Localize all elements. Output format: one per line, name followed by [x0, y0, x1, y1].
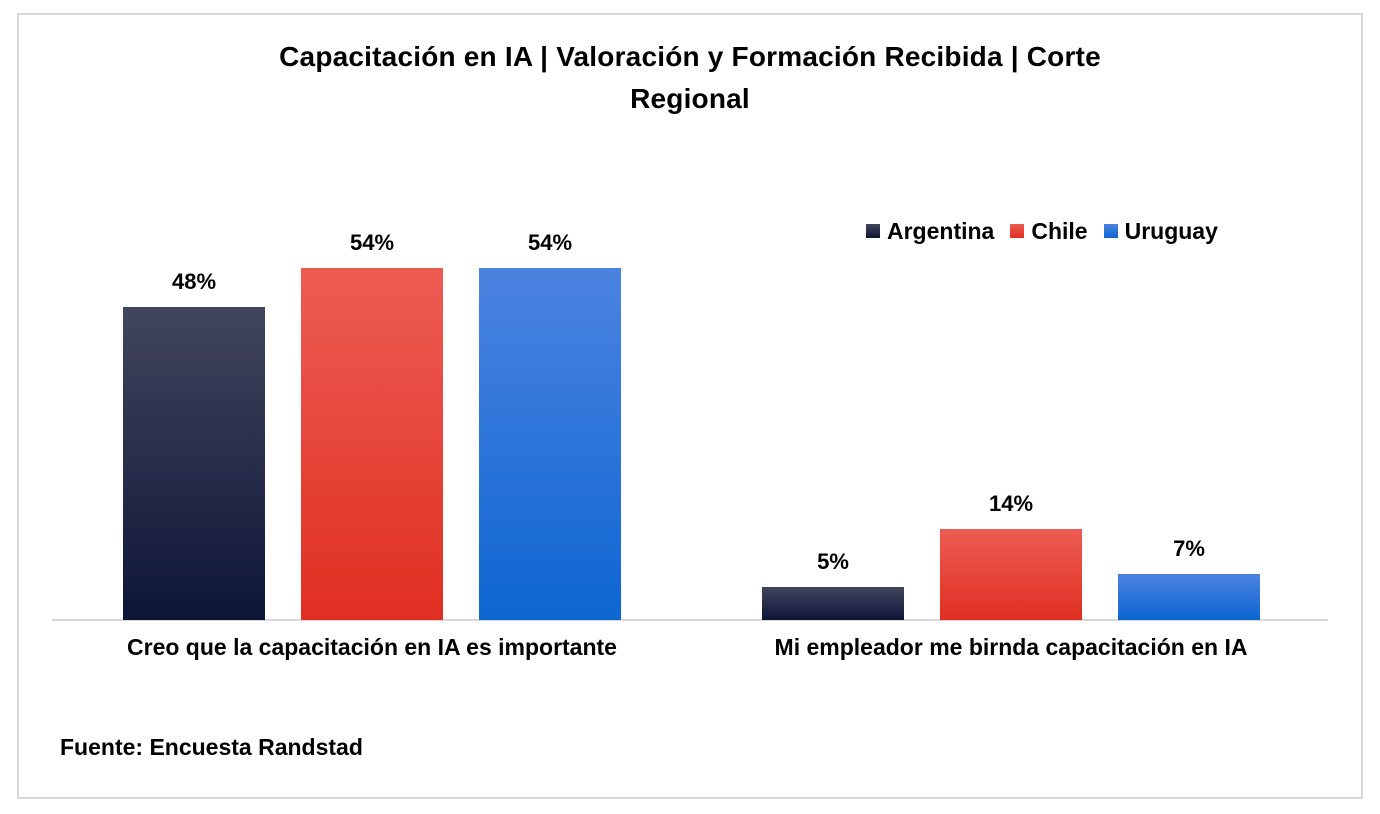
legend-label: Argentina	[887, 217, 995, 244]
legend: Argentina Chile Uruguay	[866, 216, 1218, 246]
x-axis-line	[52, 619, 1328, 621]
category-label-2: Mi empleador me birnda capacitación en I…	[774, 634, 1248, 660]
bar-value-label: 48%	[171, 269, 217, 294]
legend-swatch-icon	[1103, 224, 1118, 238]
bar-value-label: 54%	[527, 230, 573, 255]
legend-label: Chile	[1031, 217, 1088, 244]
bar	[1118, 574, 1260, 620]
chart-title: Capacitación en IA | Valoración y Formac…	[0, 36, 1380, 120]
bar	[301, 268, 443, 620]
bar-value-label: 5%	[817, 549, 849, 574]
legend-swatch-icon	[1010, 224, 1025, 238]
legend-swatch-icon	[866, 224, 880, 238]
legend-item: Argentina	[866, 218, 994, 245]
legend-label: Uruguay	[1124, 217, 1218, 244]
bar	[762, 587, 904, 620]
bar	[123, 307, 265, 620]
chart-title-line-1: Capacitación en IA | Valoración y Formac…	[279, 41, 1101, 72]
bar-value-label: 54%	[349, 230, 395, 255]
bar-value-label: 14%	[988, 491, 1034, 516]
legend-item: Uruguay	[1103, 217, 1218, 245]
source-note: Fuente: Encuesta Randstad	[60, 734, 363, 760]
chart-title-line-2: Regional	[630, 83, 750, 114]
bar	[940, 529, 1082, 620]
bar	[479, 268, 621, 620]
category-label-1: Creo que la capacitación en IA es import…	[127, 634, 617, 660]
legend-item: Chile	[1010, 217, 1088, 245]
bar-value-label: 7%	[1173, 536, 1205, 561]
